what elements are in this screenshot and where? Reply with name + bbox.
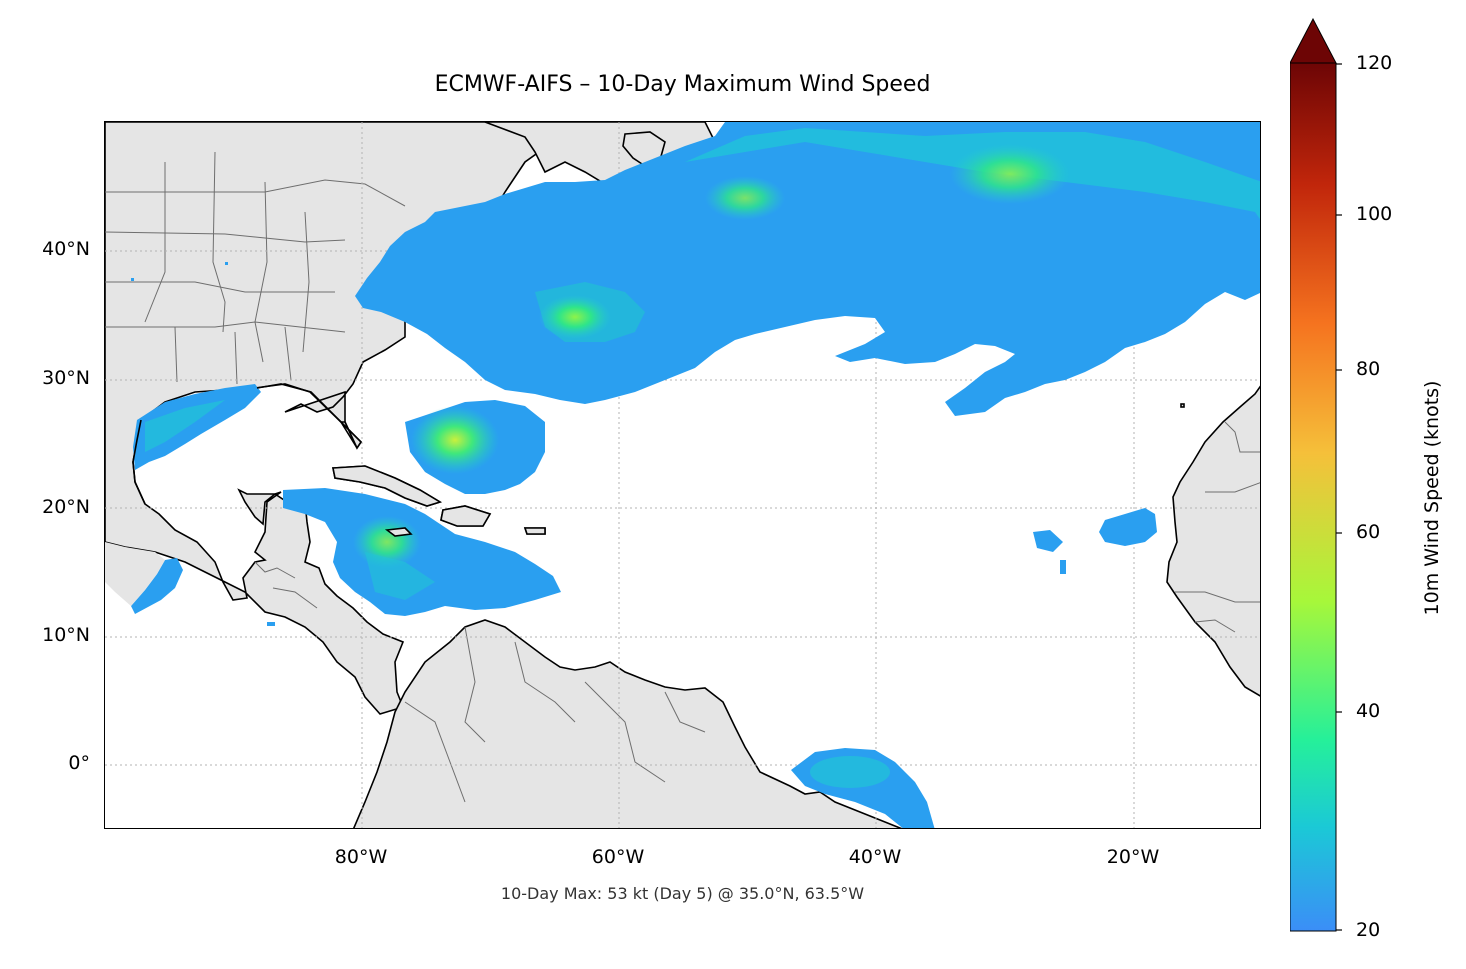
lon-tick-60w: 60°W — [591, 846, 645, 868]
lat-tick-20n: 20°N — [42, 496, 90, 518]
wind-region-east-atlantic — [1099, 508, 1157, 546]
colorbar-tick-80: 80 — [1356, 358, 1381, 380]
wind-region-gulf — [133, 384, 261, 470]
colorbar-tick-20: 20 — [1356, 919, 1381, 941]
map-panel[interactable] — [104, 121, 1261, 829]
colorbar-tick-40: 40 — [1356, 700, 1381, 722]
lat-tick-30n: 30°N — [42, 367, 90, 389]
north-america-land — [105, 122, 554, 715]
lat-tick-0: 0° — [68, 752, 90, 774]
colorbar-tick-60: 60 — [1356, 521, 1381, 543]
wind-region-caribbean — [283, 488, 561, 616]
map-canvas — [105, 122, 1260, 828]
map-title: ECMWF-AIFS – 10-Day Maximum Wind Speed — [434, 72, 931, 97]
colorbar-gradient — [1290, 62, 1337, 932]
lon-tick-40w: 40°W — [848, 846, 902, 868]
wind-speed-field — [131, 122, 1260, 828]
africa-land — [1166, 385, 1260, 697]
colorbar — [1290, 18, 1342, 932]
lon-tick-80w: 80°W — [334, 846, 388, 868]
wind-region-pacific — [131, 558, 183, 614]
lon-tick-20w: 20°W — [1106, 846, 1160, 868]
colorbar-tick-100: 100 — [1356, 203, 1393, 225]
colorbar-label: 10m Wind Speed (knots) — [1421, 380, 1443, 616]
gridlines — [105, 122, 1260, 828]
lat-tick-40n: 40°N — [42, 238, 90, 260]
max-wind-caption: 10-Day Max: 53 kt (Day 5) @ 35.0°N, 63.5… — [500, 884, 865, 903]
colorbar-extend-arrow — [1290, 18, 1337, 64]
colorbar-tick-120: 120 — [1356, 52, 1393, 74]
lat-tick-10n: 10°N — [42, 624, 90, 646]
borders-layer — [105, 151, 1260, 803]
south-america-land — [352, 619, 903, 828]
coastline-layer — [105, 383, 546, 606]
